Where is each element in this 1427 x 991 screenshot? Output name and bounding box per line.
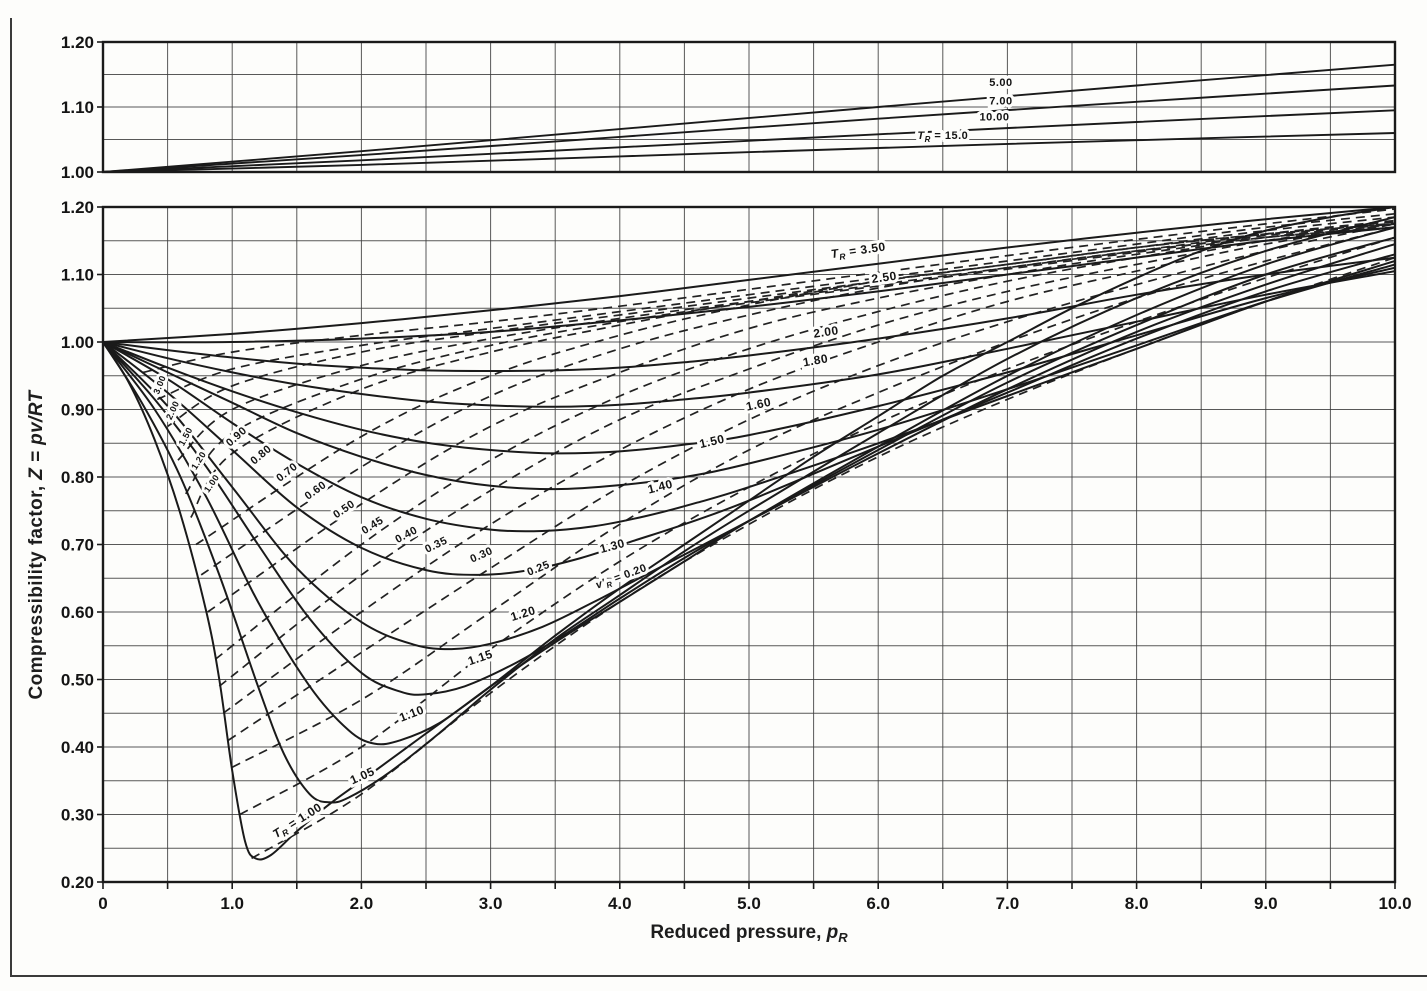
- y-tick-label: 1.00: [61, 163, 94, 182]
- isochore-curve: [207, 226, 1395, 613]
- isotherm-curve: [103, 226, 1395, 746]
- x-tick-label: 7.0: [996, 894, 1020, 913]
- inset-y-ticks: 1.20 1.10 1.00: [61, 33, 103, 182]
- curve-label: 7.00: [989, 95, 1012, 107]
- isochore-curve: [222, 223, 1395, 714]
- scan-border-left: [10, 18, 12, 977]
- x-axis-title-text: Reduced pressure,: [650, 922, 822, 943]
- x-tick-label: 1.0: [220, 894, 244, 913]
- isochore-curve: [251, 256, 1395, 860]
- curve-label: 0.50: [331, 498, 357, 521]
- x-tick-label: 9.0: [1254, 894, 1278, 913]
- y-tick-label: 1.10: [61, 98, 94, 117]
- y-tick-label: 0.40: [61, 738, 94, 757]
- curve-label: 3.00: [151, 374, 168, 396]
- y-tick-label: 1.10: [61, 266, 94, 285]
- y-tick-label: 0.70: [61, 536, 94, 555]
- isochore-curve: [177, 219, 1395, 461]
- curve-label: 2.50: [871, 269, 898, 286]
- isochore-curve: [231, 226, 1395, 769]
- curve-label: 10.00: [979, 112, 1009, 124]
- curve-label: 0.35: [423, 535, 449, 556]
- curve-label: 1.80: [802, 351, 829, 369]
- inset-curve-labels: 5.00 7.00 10.00 TR = 15.0: [914, 74, 1015, 147]
- x-tick-label: 6.0: [866, 894, 890, 913]
- curve-label: 2.00: [812, 323, 839, 340]
- isochore-curve: [142, 208, 1395, 374]
- curve-label: 1.30: [598, 536, 626, 556]
- y-tick-label: 0.20: [61, 873, 94, 892]
- isochore-curve: [239, 236, 1395, 816]
- x-tick-label: 0: [98, 894, 107, 913]
- x-tick-label: 3.0: [479, 894, 503, 913]
- isotherm-curve: [103, 243, 1395, 651]
- y-tick-label: 0.30: [61, 806, 94, 825]
- curve-label: 0.45: [360, 514, 386, 537]
- curve-label: 0.40: [393, 524, 419, 546]
- x-tick-label: 4.0: [608, 894, 632, 913]
- x-axis-title: Reduced pressure, pR: [650, 922, 847, 945]
- curve-label: 0.60: [303, 479, 329, 502]
- curve-label: TR = 15.0: [917, 130, 968, 144]
- curve-label: 0.25: [525, 559, 551, 579]
- inset-isotherm-curves: [103, 63, 1395, 172]
- isochore-curve: [195, 223, 1395, 546]
- x-tick-label: 8.0: [1125, 894, 1149, 913]
- isotherm-curve: [103, 132, 1395, 172]
- x-axis-title-sub: R: [838, 930, 848, 945]
- isotherm-curve: [103, 84, 1395, 172]
- scan-border-bottom: [10, 975, 1427, 977]
- y-tick-label: 1.20: [61, 198, 94, 217]
- isochore-curve: [167, 216, 1395, 428]
- x-axis-title-var: p: [826, 922, 839, 943]
- tr-isotherm-curves: [103, 207, 1395, 861]
- y-tick-label: 1.20: [61, 33, 94, 52]
- curve-label: 5.00: [989, 77, 1012, 89]
- isotherm-curve: [103, 260, 1395, 533]
- isochore-curve: [184, 222, 1395, 495]
- y-tick-label: 0.90: [61, 401, 94, 420]
- isotherm-curve: [103, 266, 1395, 455]
- isotherm-curve: [103, 207, 1395, 343]
- curve-label: 0.90: [224, 425, 249, 450]
- isotherm-curve: [103, 270, 1395, 408]
- vr-isochore-curves: [142, 208, 1395, 860]
- isochore-curve: [156, 212, 1395, 401]
- curve-label: 1.10: [397, 702, 426, 724]
- main-x-ticks: 0 1.0 2.0 3.0 4.0 5.0 6.0 7.0 8.0 9.0 10.0: [98, 882, 1412, 913]
- x-tick-label: 10.0: [1378, 894, 1411, 913]
- y-tick-label: 0.60: [61, 603, 94, 622]
- isotherm-curve: [103, 256, 1395, 373]
- isotherm-curve: [103, 226, 1395, 344]
- isotherm-curve: [103, 216, 1395, 804]
- y-tick-label: 0.50: [61, 671, 94, 690]
- isochore-curve: [214, 223, 1395, 660]
- isotherm-curve: [103, 63, 1395, 172]
- main-y-ticks: 1.20 1.10 1.00 0.90 0.80 0.70 0.60 0.50 0.40 0.30…: [61, 198, 103, 892]
- isochore-curve: [227, 223, 1395, 741]
- y-tick-label: 0.80: [61, 468, 94, 487]
- isotherm-curve: [103, 263, 1395, 491]
- curve-label: 1.20: [509, 603, 537, 624]
- curve-label: 1.50: [698, 432, 726, 451]
- x-tick-label: 2.0: [350, 894, 374, 913]
- y-tick-label: 1.00: [61, 333, 94, 352]
- isotherm-curve: [103, 253, 1395, 576]
- isotherm-curve: [103, 109, 1395, 172]
- x-tick-label: 5.0: [737, 894, 761, 913]
